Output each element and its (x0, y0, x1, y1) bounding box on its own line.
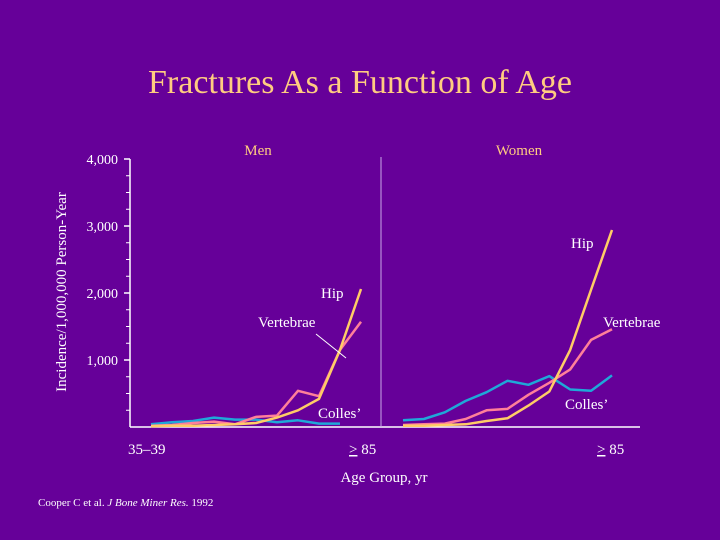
series-line-women-colles (402, 374, 613, 422)
panel-title-women: Women (496, 143, 543, 159)
label-women-colles: Colles’ (565, 397, 608, 413)
label-men-hip: Hip (321, 286, 344, 302)
citation-journal: J Bone Miner Res. (107, 497, 189, 509)
x-tick-first: 35–39 (128, 442, 166, 458)
label-women-vertebrae: Vertebrae (603, 315, 661, 331)
x-tick-last-women-symbol: > (597, 442, 605, 458)
y-tick-label: 2,000 (87, 287, 119, 302)
label-men-colles: Colles’ (318, 406, 361, 422)
vertebrae-leader-line (315, 333, 347, 359)
y-tick-label: 4,000 (87, 153, 119, 168)
citation-year: 1992 (188, 497, 214, 509)
y-tick-label: 3,000 (87, 220, 119, 235)
x-tick-last-men-value: 85 (357, 442, 376, 458)
series-line-women-hip (403, 229, 614, 427)
y-tick-label: 1,000 (87, 354, 119, 369)
label-men-vertebrae: Vertebrae (258, 315, 316, 331)
citation-authors: Cooper C et al. (38, 497, 108, 509)
y-axis-label: Incidence/1,000,000 Person-Year (54, 192, 70, 392)
x-axis-label: Age Group, yr (340, 470, 427, 486)
citation: Cooper C et al. J Bone Miner Res. 1992 (38, 497, 213, 509)
x-tick-last-women-value: 85 (605, 442, 624, 458)
x-tick-last-men-symbol: > (349, 442, 357, 458)
panel-title-men: Men (244, 143, 272, 159)
label-women-hip: Hip (571, 236, 594, 252)
x-tick-last-men: > 85 (349, 442, 376, 458)
series-line-women-vertebrae (402, 328, 613, 427)
slide-title: Fractures As a Function of Age (148, 64, 572, 101)
x-tick-last-women: > 85 (597, 442, 624, 458)
series-line-men-hip (150, 288, 363, 428)
